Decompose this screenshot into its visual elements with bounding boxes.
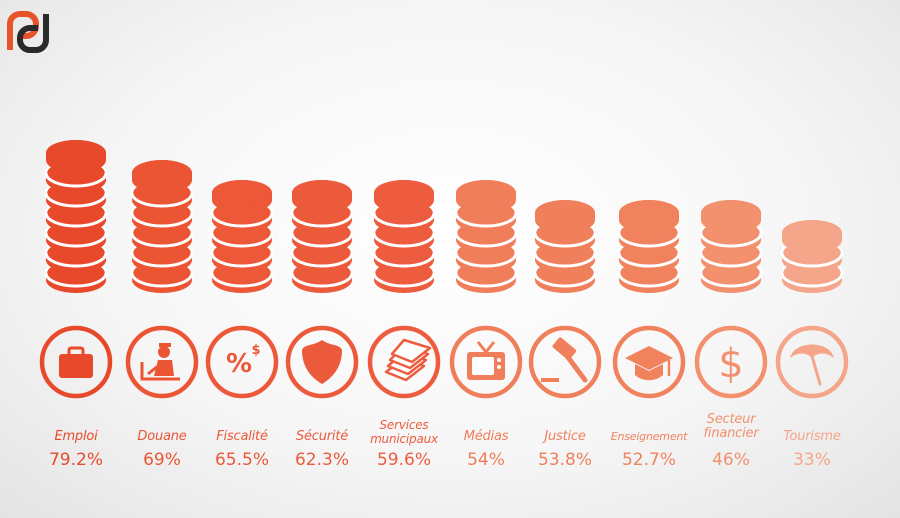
value-label: 62.3% <box>294 450 349 470</box>
coin-top-face <box>619 200 679 226</box>
percent-dollar-icon: % $ <box>205 325 279 399</box>
dollar-icon: $ <box>694 325 768 399</box>
coin-separator <box>130 252 194 268</box>
svg-text:%: % <box>226 349 252 379</box>
coin-stack-bar <box>210 180 274 293</box>
coin-separator <box>130 232 194 248</box>
category-label: Enseignement <box>610 430 688 443</box>
coin-separator <box>44 212 108 228</box>
coin-stack-bar <box>780 220 844 293</box>
category-label: Fiscalité <box>216 429 268 444</box>
coin-stack-bar <box>290 180 354 293</box>
coin-separator <box>44 172 108 188</box>
coin-stack-bar <box>454 180 518 293</box>
brand-logo <box>7 11 49 53</box>
category-label: Sécurité <box>295 429 349 444</box>
value-label: 65.5% <box>214 450 269 470</box>
coin-stack-bar <box>533 200 597 293</box>
coin-stack-bar <box>130 160 194 293</box>
coin-top-face <box>46 140 106 166</box>
coin-separator <box>617 252 681 268</box>
coin-stack-bar <box>372 180 436 293</box>
coin-separator <box>617 272 681 288</box>
coin-separator <box>290 272 354 288</box>
coin-stack-bar <box>617 200 681 293</box>
value-label: 33% <box>793 450 831 470</box>
coin-separator <box>210 272 274 288</box>
coin-top-face <box>701 200 761 226</box>
police-shield-icon <box>285 325 359 399</box>
coin-separator <box>454 232 518 248</box>
coin-top-face <box>782 220 842 246</box>
category-label: Douane <box>137 429 187 444</box>
coin <box>454 238 518 273</box>
coin-separator <box>290 212 354 228</box>
coin-stack-bar <box>699 200 763 293</box>
coin-separator <box>44 272 108 288</box>
television-icon <box>449 325 523 399</box>
coin-top-face <box>535 200 595 226</box>
coin-separator <box>533 232 597 248</box>
value-label: 53.8% <box>537 450 592 470</box>
coin-top-face <box>292 180 352 206</box>
value-label: 52.7% <box>621 450 676 470</box>
coin-separator <box>130 272 194 288</box>
value-label: 79.2% <box>48 450 103 470</box>
coin-separator <box>290 232 354 248</box>
coin-separator <box>210 212 274 228</box>
category-label: Justice <box>544 429 586 444</box>
coin-separator <box>372 252 436 268</box>
coin-separator <box>372 232 436 248</box>
coin-separator <box>780 272 844 288</box>
value-label: 54% <box>467 450 505 470</box>
coin-top-face <box>456 180 516 206</box>
coin-separator <box>210 252 274 268</box>
gavel-icon <box>528 325 602 399</box>
coin-separator <box>290 252 354 268</box>
svg-text:$: $ <box>251 343 260 358</box>
briefcase-icon <box>39 325 113 399</box>
graduation-cap-icon <box>612 325 686 399</box>
coin-separator <box>44 232 108 248</box>
documents-stack-icon <box>367 325 441 399</box>
coin-separator <box>780 252 844 268</box>
value-label: 46% <box>712 450 750 470</box>
value-label: 59.6% <box>376 450 431 470</box>
category-label: Médias <box>463 429 509 444</box>
coin-separator <box>130 192 194 208</box>
coin-separator <box>130 212 194 228</box>
category-label: Tourisme <box>783 429 841 444</box>
coin-separator <box>44 192 108 208</box>
coin-top-face <box>132 160 192 186</box>
coin-separator <box>533 252 597 268</box>
coin-separator <box>372 272 436 288</box>
coin-separator <box>699 272 763 288</box>
svg-text:$: $ <box>718 341 743 387</box>
category-label: Services municipaux <box>370 418 438 446</box>
coin-separator <box>699 232 763 248</box>
coin-top-face <box>374 180 434 206</box>
coin-separator <box>454 272 518 288</box>
coin-separator <box>44 252 108 268</box>
customs-officer-icon <box>125 325 199 399</box>
coin-separator <box>617 232 681 248</box>
category-label: Emploi <box>54 429 98 444</box>
beach-umbrella-icon <box>775 325 849 399</box>
coin-top-face <box>212 180 272 206</box>
coin-stack-bar <box>44 140 108 293</box>
coin-separator <box>454 212 518 228</box>
category-label: Secteur financier <box>703 412 759 441</box>
value-label: 69% <box>143 450 181 470</box>
coin-separator <box>699 252 763 268</box>
coin-separator <box>210 232 274 248</box>
coin-separator <box>533 272 597 288</box>
coin-separator <box>372 212 436 228</box>
coin-separator <box>454 252 518 268</box>
